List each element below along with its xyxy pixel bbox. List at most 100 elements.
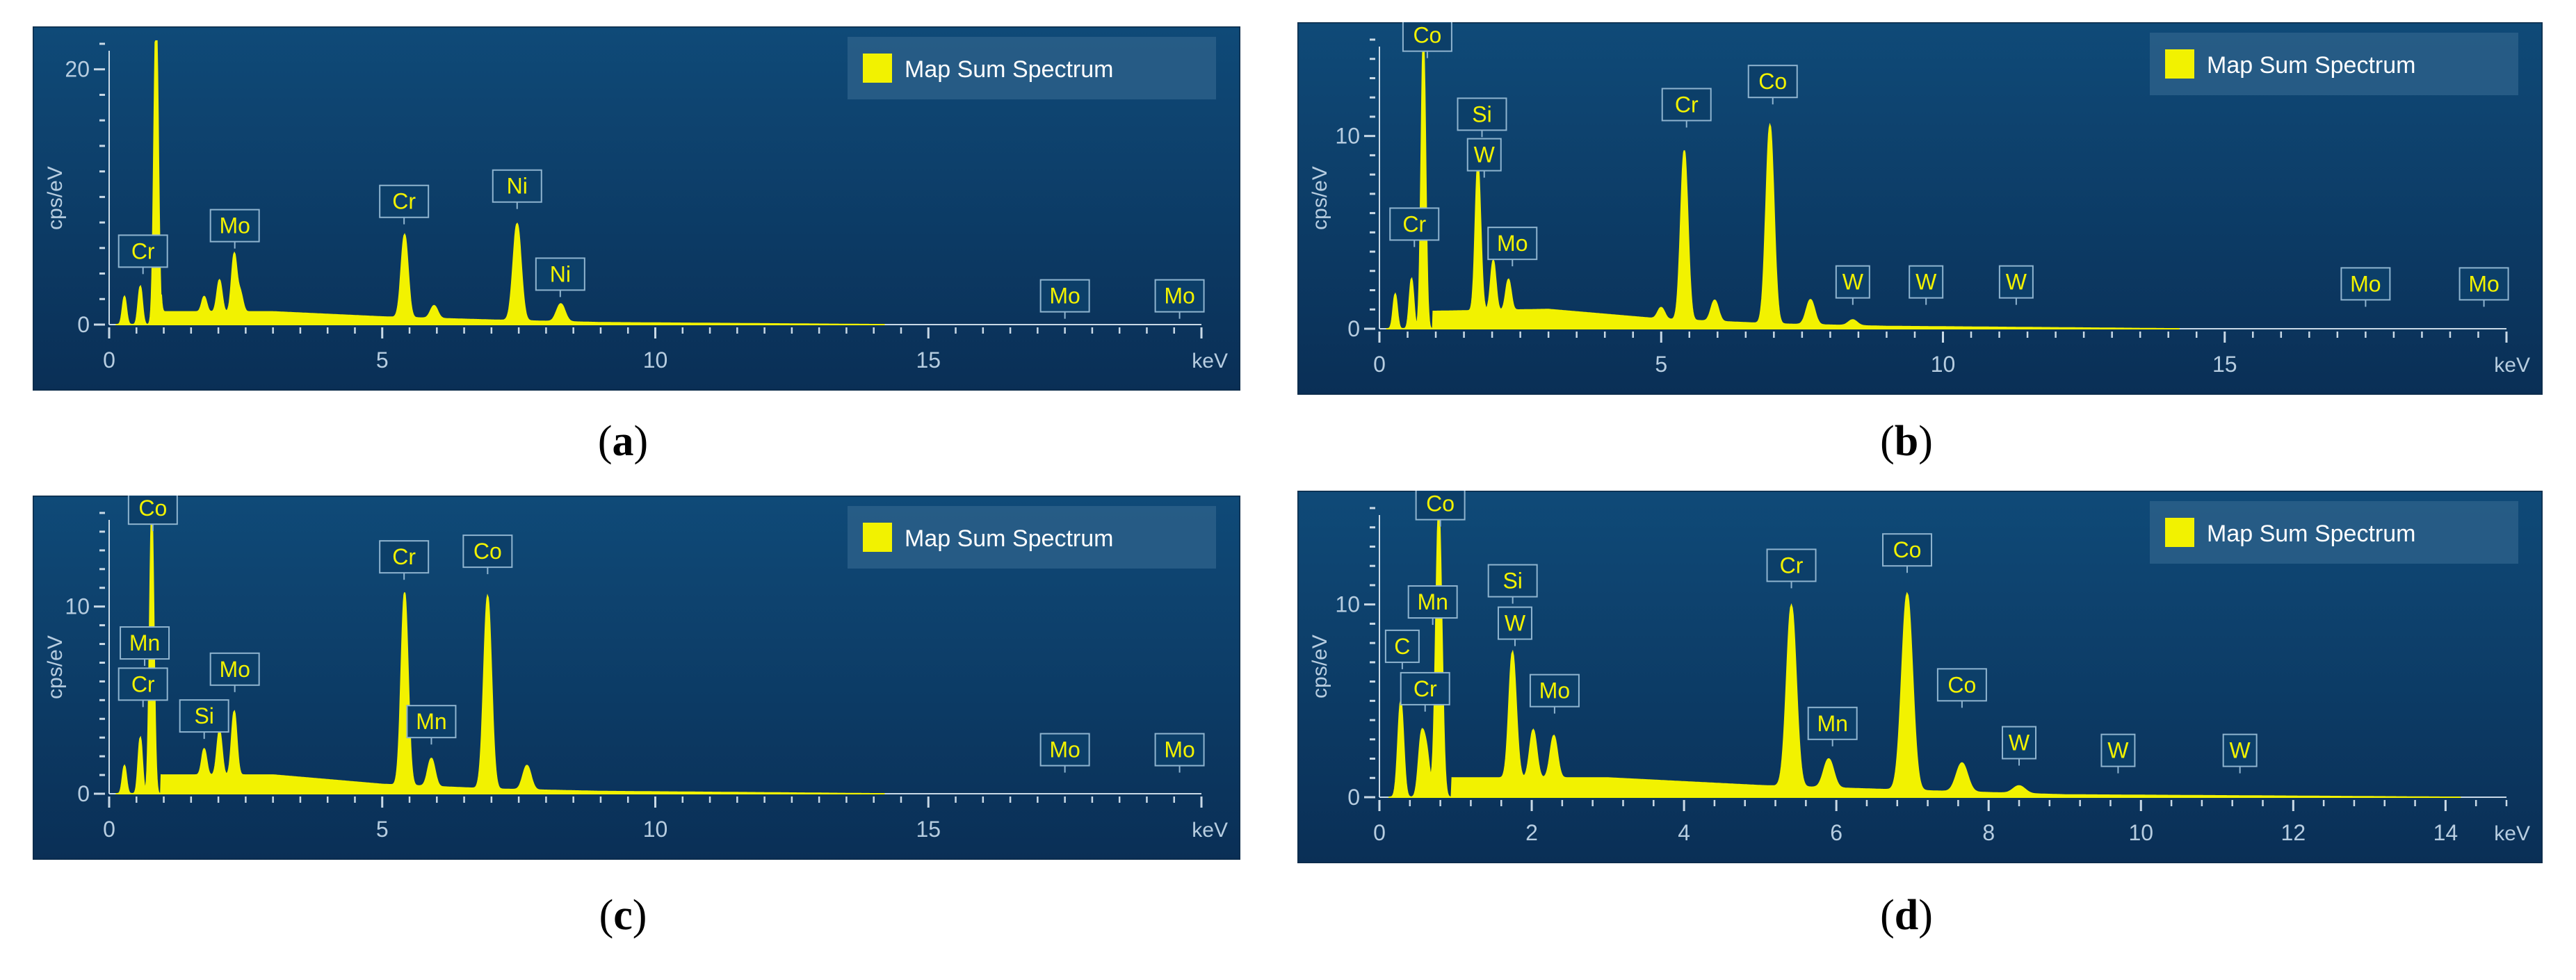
peak-label-box [1407,585,1458,619]
peak-label-text: Cr [131,238,155,263]
peak-label-cr: Cr [379,184,430,224]
peak-label-box [379,184,430,218]
peak-label-text: W [2009,730,2030,756]
peak-label-w: W [2222,733,2258,774]
peak-label-mn: Mn [1807,706,1858,746]
caption-letter: c [613,892,633,939]
peak-label-text: Co [1758,69,1787,94]
x-axis-label: keV [1192,350,1228,373]
y-axis-label: cps/eV [44,166,67,230]
spectrum-area [115,514,885,794]
peak-label-co: Co [462,534,513,575]
y-tick-label: 10 [65,594,90,619]
legend: Map Sum Spectrum [2150,33,2518,95]
peak-label-co: Co [1747,65,1798,105]
peak-label-text: Mo [219,213,250,238]
peak-label-text: Mo [1539,678,1570,703]
peak-label-text: Ni [550,261,571,286]
legend: Map Sum Spectrum [848,506,1216,569]
peak-label-text: W [1842,270,1864,295]
x-tick-label: 10 [2128,820,2153,845]
peak-label-mo: Mo [1529,673,1580,714]
legend-label: Map Sum Spectrum [905,56,1113,83]
legend-label: Map Sum Spectrum [2207,52,2415,79]
peak-label-cr: Cr [1389,207,1440,247]
peak-label-box [1039,733,1090,767]
peak-label-box [379,540,430,574]
peak-label-box [2100,733,2136,767]
legend-swatch [863,523,892,552]
peak-label-box [1529,673,1580,708]
peak-label-si: Si [179,699,229,740]
x-tick-label: 2 [1525,820,1538,845]
peak-label-box [1766,548,1817,582]
spectrum-panel-b: Map Sum Spectrum 0 5 10 15 keV 0 10 cps/eV Co Cr Si… [1297,22,2543,395]
x-tick-label: 12 [2281,820,2306,845]
caption-c: (c) [599,892,647,939]
peak-label-box [1909,265,1944,299]
legend-box [848,506,1216,569]
peak-label-co: Co [127,496,178,532]
peak-label-mn: Mn [1407,585,1458,626]
peak-label-text: C [1394,634,1410,659]
peak-label-co: Co [1402,22,1452,58]
spectrum-chart-a: Map Sum Spectrum 0 5 10 15 keV 0 20 cps/eV Ni Cr Mo… [33,26,1240,391]
spectrum-area [1388,509,2461,798]
y-tick-label: 10 [1335,124,1360,149]
peak-label-text: Mo [1049,284,1080,309]
legend-box [2150,33,2518,95]
peak-label-mo: Mo [2340,267,2391,307]
y-tick-label: 10 [1335,592,1360,617]
peak-label-box [2222,733,2258,767]
y-tick-label: 20 [65,57,90,82]
peak-label-co: Co [1882,533,1933,573]
caption-letter: d [1894,892,1919,939]
x-tick-label: 10 [1931,352,1956,377]
peak-label-mo: Mo [209,209,260,249]
peak-label-text: Si [1472,101,1491,126]
peak-label-si: Si [1457,97,1507,138]
y-tick-label: 0 [77,781,90,806]
peak-label-text: Mo [2350,271,2381,296]
peak-label-text: W [2107,738,2129,763]
peak-label-box [1384,629,1420,663]
peak-label-mn: Mn [406,705,457,745]
peak-label-co: Co [1936,668,1987,708]
legend: Map Sum Spectrum [2150,501,2518,564]
peak-label-text: Co [138,496,167,521]
legend-box [2150,501,2518,564]
peak-label-text: W [2230,738,2251,763]
peak-label-box [1466,138,1502,172]
y-tick-label: 0 [1347,785,1360,810]
peak-label-text: Si [194,703,213,728]
x-axis-label: keV [2494,354,2530,377]
peak-label-cr: Cr [1766,548,1817,589]
spectrum-panel-a: Map Sum Spectrum 0 5 10 15 keV 0 20 cps/eV Ni Cr Mo… [33,26,1240,391]
x-tick-label: 0 [103,817,115,842]
peak-label-si: Si [1487,564,1538,604]
peak-label-text: Co [1947,672,1976,697]
peak-label-box [1457,97,1507,131]
peak-label-ni: Ni [492,169,542,209]
peak-label-box [1415,491,1466,521]
x-tick-label: 15 [2212,352,2237,377]
peak-label-text: W [1915,270,1937,295]
peak-label-box [1154,279,1205,313]
x-tick-label: 10 [643,348,668,373]
peak-label-text: Co [1426,491,1455,516]
caption-d: (d) [1880,892,1933,939]
peak-label-mo: Mo [1154,279,1205,319]
spectrum-panel-c: Map Sum Spectrum 0 5 10 15 keV 0 10 cps/eV Co Mn Cr… [33,496,1240,860]
peak-label-mo: Mo [1154,733,1205,773]
x-tick-label: 5 [376,348,389,373]
x-tick-label: 5 [1655,352,1667,377]
peak-label-text: W [2006,270,2027,295]
spectrum-panel-d: Map Sum Spectrum 0 2 4 6 8 10 12 14 keV 0 10 cps/eV C… [1297,491,2543,863]
peak-label-cr: Cr [1661,88,1712,128]
peak-label-cr: Cr [118,667,168,708]
legend-label: Map Sum Spectrum [2207,521,2415,547]
x-tick-label: 15 [916,348,941,373]
peak-label-text: Ni [507,174,528,199]
y-tick-label: 0 [77,312,90,337]
